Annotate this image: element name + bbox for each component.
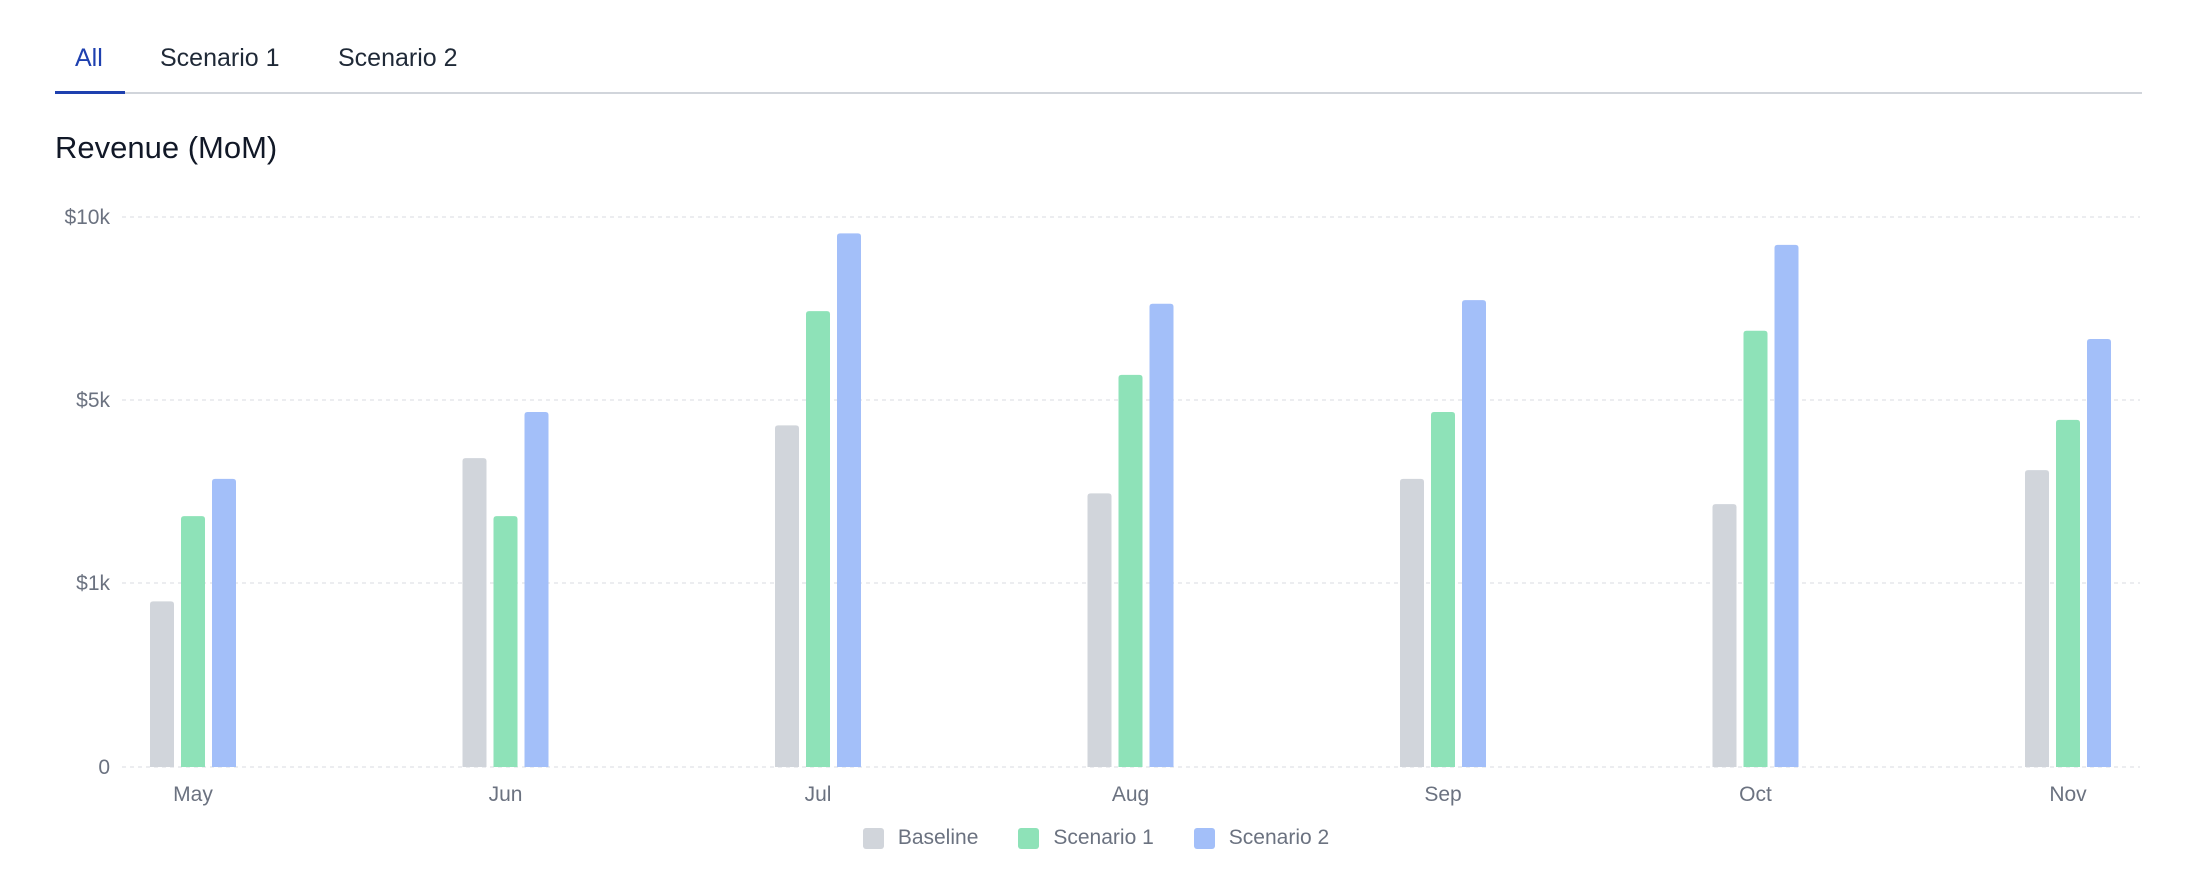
bar-scenario-1-sep[interactable] — [1431, 411, 1455, 767]
x-tick-label-jun: Jun — [489, 783, 523, 806]
x-tick-label-sep: Sep — [1424, 783, 1461, 806]
legend: Baseline Scenario 1 Scenario 2 — [0, 826, 2192, 850]
bar-baseline-sep[interactable] — [1400, 478, 1424, 767]
tab-scenario-2[interactable]: Scenario 2 — [338, 44, 458, 72]
bar-scenario-2-may[interactable] — [212, 478, 236, 767]
legend-item-scenario-2[interactable]: Scenario 2 — [1193, 826, 1330, 850]
y-tick-label: $10k — [64, 206, 110, 229]
legend-swatch-scenario-1 — [1018, 827, 1040, 849]
x-tick-label-nov: Nov — [2049, 783, 2087, 806]
bar-scenario-2-oct[interactable] — [1774, 244, 1799, 768]
x-axis: May Jun Jul Aug Sep Oct Nov — [173, 783, 2087, 806]
y-axis: 0 $1k $5k $10k — [64, 206, 110, 779]
x-tick-label-jul: Jul — [805, 783, 832, 806]
legend-swatch-baseline — [862, 827, 884, 849]
bar-scenario-2-jul[interactable] — [837, 233, 861, 767]
legend-label-baseline: Baseline — [897, 826, 979, 849]
legend-item-scenario-1[interactable]: Scenario 1 — [1018, 826, 1154, 850]
legend-label-scenario-2: Scenario 2 — [1228, 826, 1330, 849]
tab-scenario-1[interactable]: Scenario 1 — [160, 44, 280, 72]
bar-baseline-jun[interactable] — [462, 458, 487, 767]
bar-scenario-2-nov[interactable] — [2087, 338, 2111, 767]
y-tick-label: $5k — [76, 389, 110, 412]
bar-scenario-1-jul[interactable] — [806, 311, 830, 767]
bars — [150, 233, 2111, 768]
legend-label-scenario-1: Scenario 1 — [1053, 826, 1154, 849]
tab-all[interactable]: All — [75, 44, 103, 72]
bar-baseline-oct[interactable] — [1712, 504, 1737, 767]
x-tick-label-oct: Oct — [1739, 783, 1772, 806]
bar-baseline-nov[interactable] — [2025, 470, 2049, 767]
chart-title: Revenue (MoM) — [55, 130, 278, 165]
bar-scenario-2-aug[interactable] — [1149, 303, 1174, 767]
bar-scenario-1-may[interactable] — [181, 516, 205, 767]
bar-scenario-2-sep[interactable] — [1462, 300, 1486, 767]
y-tick-label: 0 — [98, 756, 110, 779]
bar-scenario-1-aug[interactable] — [1118, 374, 1143, 767]
bar-baseline-may[interactable] — [150, 601, 174, 767]
bar-scenario-1-jun[interactable] — [493, 516, 518, 767]
bar-scenario-1-nov[interactable] — [2056, 419, 2080, 767]
y-tick-label: $1k — [76, 572, 110, 595]
bar-baseline-jul[interactable] — [775, 425, 799, 767]
tab-bar: All Scenario 1 Scenario 2 — [55, 26, 2142, 94]
legend-swatch-scenario-2 — [1193, 827, 1215, 849]
bar-baseline-aug[interactable] — [1087, 493, 1112, 767]
x-tick-label-may: May — [173, 783, 213, 806]
bar-scenario-2-jun[interactable] — [524, 411, 549, 767]
active-tab-indicator — [55, 91, 125, 94]
revenue-bar-chart: 0 $1k $5k $10k May Jun Jul Aug Sep Oct Nov — [64, 206, 2140, 806]
legend-item-baseline[interactable]: Baseline — [862, 826, 979, 850]
bar-scenario-1-oct[interactable] — [1743, 330, 1768, 767]
x-tick-label-aug: Aug — [1112, 783, 1149, 806]
